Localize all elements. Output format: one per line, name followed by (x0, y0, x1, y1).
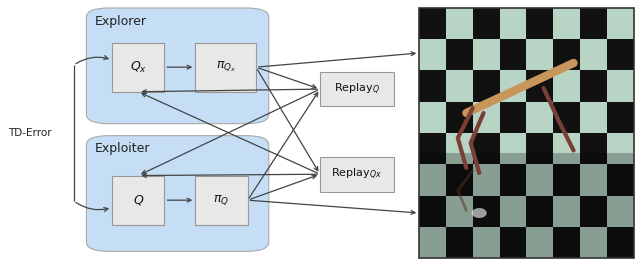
Bar (473, 8, 500, 39)
Bar (446, 8, 473, 39)
FancyBboxPatch shape (195, 176, 248, 225)
Bar (607, 133, 634, 164)
Bar (553, 196, 580, 227)
Bar (419, 8, 446, 39)
Bar (419, 227, 446, 258)
Bar (500, 8, 526, 39)
Bar (580, 227, 607, 258)
Bar (553, 227, 580, 258)
Bar (446, 70, 473, 102)
Text: Replay$_Q$: Replay$_Q$ (334, 82, 380, 97)
Text: $\pi_Q$: $\pi_Q$ (213, 193, 230, 207)
Bar (446, 133, 473, 164)
Bar (526, 164, 553, 196)
Text: TD-Error: TD-Error (8, 128, 51, 138)
Bar (607, 70, 634, 102)
Bar (419, 164, 446, 196)
Bar (553, 133, 580, 164)
Bar (446, 39, 473, 70)
Bar (607, 227, 634, 258)
Text: $\pi_{Q_x}$: $\pi_{Q_x}$ (216, 60, 236, 74)
Ellipse shape (472, 208, 487, 218)
Bar (446, 227, 473, 258)
Bar (419, 70, 446, 102)
Bar (419, 39, 446, 70)
Bar (419, 153, 634, 258)
FancyBboxPatch shape (320, 72, 394, 106)
Bar (607, 8, 634, 39)
Bar (473, 133, 500, 164)
FancyBboxPatch shape (320, 157, 394, 192)
Bar (526, 227, 553, 258)
FancyBboxPatch shape (112, 43, 164, 92)
Text: $Q$: $Q$ (132, 193, 144, 207)
Bar (419, 133, 446, 164)
Bar (473, 164, 500, 196)
Bar (446, 102, 473, 133)
Bar (526, 8, 553, 39)
Bar (500, 227, 526, 258)
Bar (580, 102, 607, 133)
Bar (500, 196, 526, 227)
Bar (580, 39, 607, 70)
Bar (500, 133, 526, 164)
Bar (473, 227, 500, 258)
Bar (526, 196, 553, 227)
Bar (419, 8, 634, 258)
Bar (553, 39, 580, 70)
Bar (473, 196, 500, 227)
Bar (500, 39, 526, 70)
Bar (500, 70, 526, 102)
Bar (500, 102, 526, 133)
Bar (526, 70, 553, 102)
Bar (553, 8, 580, 39)
Text: Exploiter: Exploiter (95, 142, 150, 155)
Bar (419, 196, 446, 227)
Bar (473, 39, 500, 70)
Bar (526, 102, 553, 133)
Text: Explorer: Explorer (95, 15, 147, 28)
Bar (580, 196, 607, 227)
Bar (607, 164, 634, 196)
Bar (446, 164, 473, 196)
Bar (500, 164, 526, 196)
Bar (607, 102, 634, 133)
Bar (580, 70, 607, 102)
Bar (580, 8, 607, 39)
Text: Replay$_{Qx}$: Replay$_{Qx}$ (332, 167, 382, 182)
FancyBboxPatch shape (86, 136, 269, 251)
Bar (553, 164, 580, 196)
Bar (607, 196, 634, 227)
FancyBboxPatch shape (86, 8, 269, 124)
Bar (419, 102, 446, 133)
FancyBboxPatch shape (112, 176, 164, 225)
Bar (526, 39, 553, 70)
Bar (580, 164, 607, 196)
FancyBboxPatch shape (195, 43, 256, 92)
Bar (526, 133, 553, 164)
Bar (473, 102, 500, 133)
Bar (553, 70, 580, 102)
Bar (473, 70, 500, 102)
Text: $Q_x$: $Q_x$ (130, 60, 147, 75)
Bar (607, 39, 634, 70)
Bar (553, 102, 580, 133)
Bar (580, 133, 607, 164)
Bar (446, 196, 473, 227)
